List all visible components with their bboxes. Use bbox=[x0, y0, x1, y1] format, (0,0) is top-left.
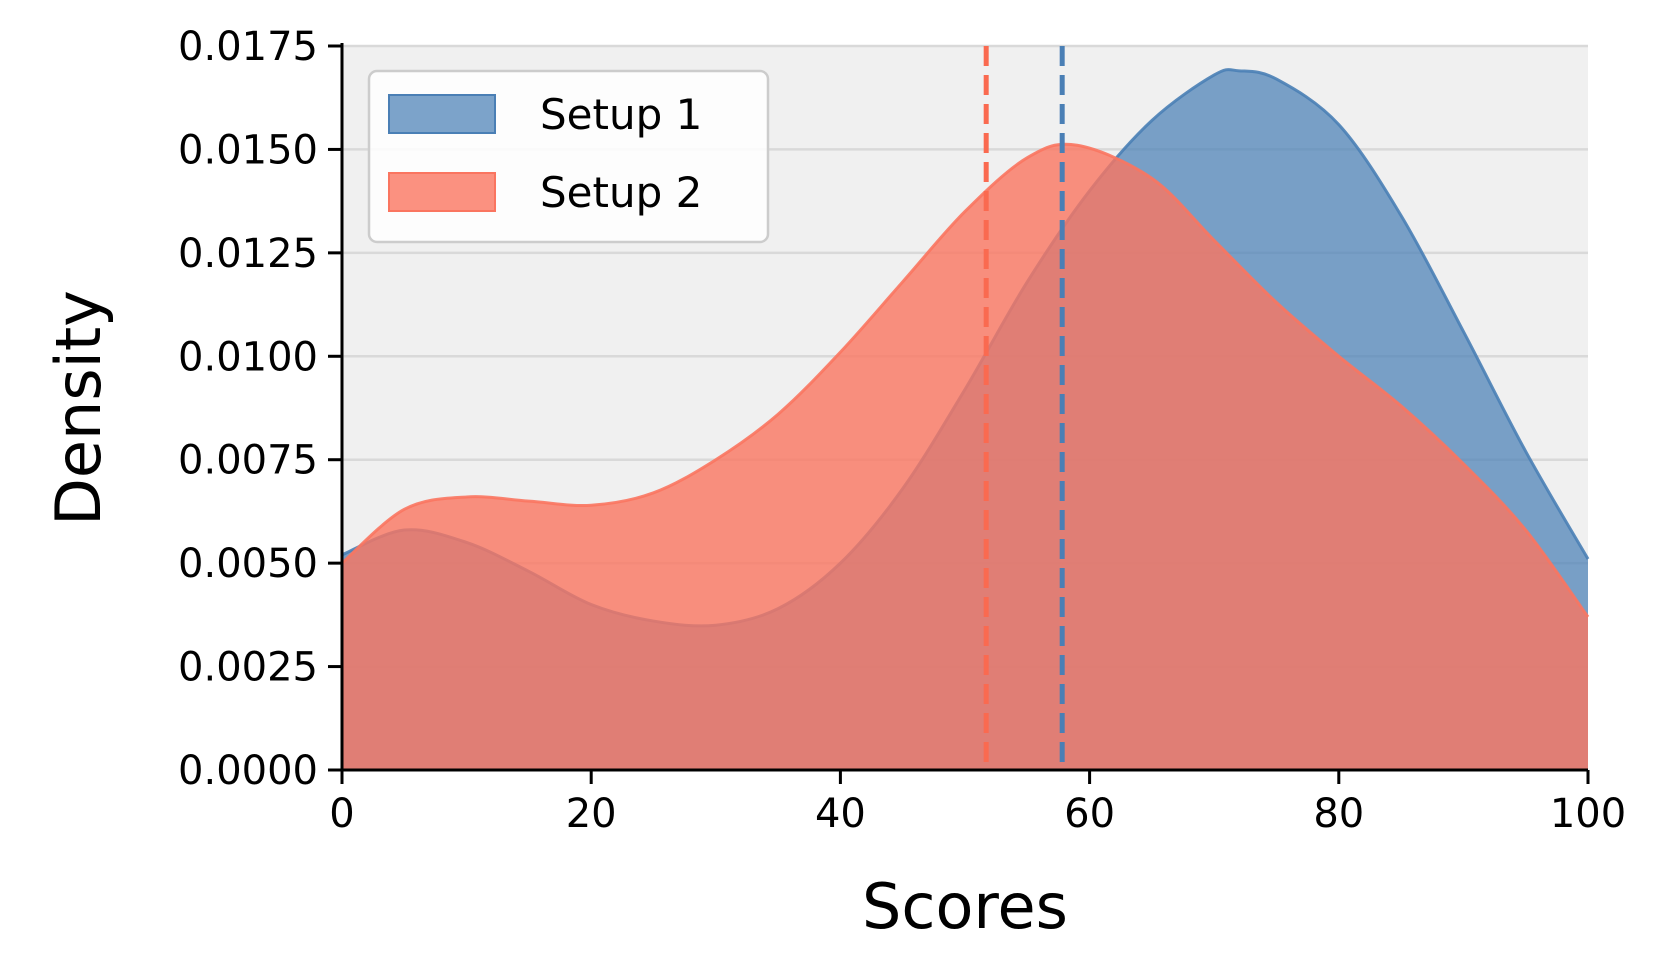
legend-swatch-setup-2 bbox=[388, 172, 496, 212]
y-tick-label: 0.0075 bbox=[178, 438, 318, 484]
density-area-setup-2 bbox=[342, 144, 1588, 770]
density-areas bbox=[341, 68, 1590, 771]
x-tick-label: 20 bbox=[566, 791, 617, 837]
legend-swatch-setup-1 bbox=[388, 94, 496, 134]
legend: Setup 1 Setup 2 bbox=[367, 69, 770, 244]
y-tick-label: 0.0100 bbox=[178, 334, 318, 380]
mean-lines bbox=[983, 46, 1065, 770]
x-tick-label: 0 bbox=[329, 791, 354, 837]
x-tick-label: 100 bbox=[1550, 791, 1626, 837]
x-tick-label: 60 bbox=[1064, 791, 1115, 837]
x-axis-title: Scores bbox=[862, 870, 1068, 943]
y-axis-title: Density bbox=[42, 290, 115, 526]
y-tick-label: 0.0150 bbox=[178, 127, 318, 173]
y-tick-label: 0.0025 bbox=[178, 645, 318, 691]
x-tick-label: 80 bbox=[1313, 791, 1364, 837]
x-tick-label: 40 bbox=[815, 791, 866, 837]
legend-label-setup-2: Setup 2 bbox=[540, 168, 702, 217]
ticks: 0 20 40 60 80 100 0.0000 0.0025 0.0050 0.0075 0.01… bbox=[178, 24, 1626, 837]
y-tick-label: 0.0175 bbox=[178, 24, 318, 70]
density-curve-setup-2 bbox=[341, 142, 1590, 618]
y-tick-label: 0.0050 bbox=[178, 541, 318, 587]
axes bbox=[340, 43, 1588, 772]
y-tick-label: 0.0000 bbox=[178, 748, 318, 794]
y-tick-label: 0.0125 bbox=[178, 231, 318, 277]
legend-label-setup-1: Setup 1 bbox=[540, 90, 702, 139]
